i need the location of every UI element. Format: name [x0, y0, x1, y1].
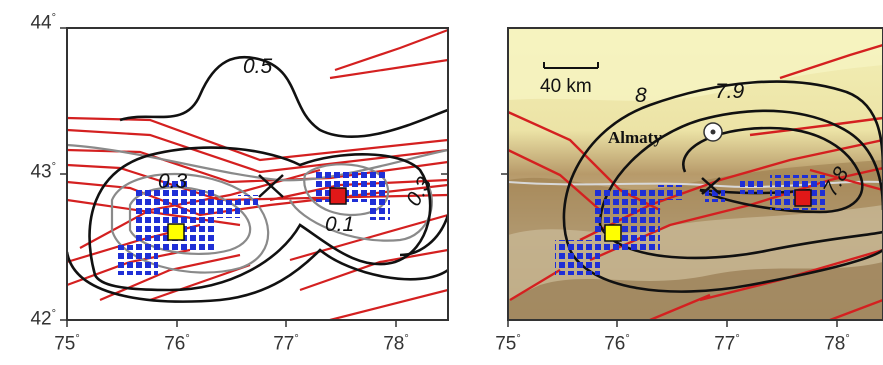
right-map-panel: 75° 76° 77° 78° 40 km Almaty 8 7.9 7.8 [450, 0, 883, 365]
x-tick-78: 78° [824, 333, 850, 355]
scale-bar [543, 62, 599, 69]
contour-label-7-9: 7.9 [715, 80, 745, 103]
yellow-marker [604, 224, 622, 242]
y-tick-42: 42° [30, 308, 56, 330]
event-cluster-east [315, 172, 385, 202]
left-map-panel: 44° 43° 42° 75° 76° 77° 78° 0.5 0.3 0.3 … [30, 12, 449, 355]
contour-label-05: 0.5 [243, 55, 273, 78]
contour-label-01: 0.1 [325, 213, 355, 236]
x-tick-76: 76° [164, 333, 190, 355]
city-label-almaty: Almaty [608, 128, 662, 147]
x-tick-78: 78° [383, 333, 409, 355]
axis-ticks [501, 173, 838, 327]
right-map [501, 27, 883, 327]
yellow-marker [167, 223, 185, 241]
red-marker [794, 189, 812, 207]
event-cluster-southwest [555, 240, 600, 275]
cross-marker [701, 177, 721, 195]
event-cluster-southwest [118, 245, 158, 275]
scale-bar-label: 40 km [540, 76, 592, 97]
cross-marker [258, 174, 284, 198]
event-cluster-west [135, 190, 215, 250]
x-tick-77: 77° [273, 333, 299, 355]
x-tick-75: 75° [495, 333, 521, 355]
x-tick-77: 77° [714, 333, 740, 355]
red-marker [329, 187, 347, 205]
left-map [60, 27, 449, 327]
x-tick-75: 75° [54, 333, 80, 355]
contour-label-03-west: 0.3 [158, 170, 188, 193]
almaty-city-icon [703, 122, 723, 142]
x-tick-76: 76° [604, 333, 630, 355]
contour-label-8: 8 [635, 84, 647, 107]
y-tick-43: 43° [30, 161, 56, 183]
contours-dark [67, 55, 448, 303]
y-tick-44: 44° [30, 12, 56, 34]
axis-ticks [60, 27, 448, 327]
